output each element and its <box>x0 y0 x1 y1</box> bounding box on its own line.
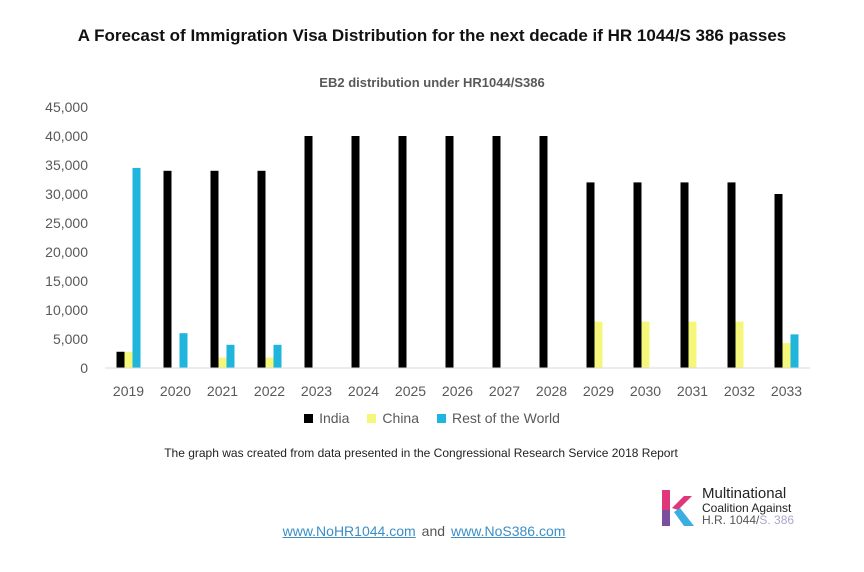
bar-china <box>124 351 133 368</box>
legend-label: China <box>382 410 420 426</box>
legend-swatch <box>367 413 377 423</box>
bar-china <box>735 321 744 368</box>
bar-rest-of-the-world <box>132 167 141 368</box>
x-tick-label: 2020 <box>160 383 191 399</box>
y-tick-label: 20,000 <box>45 244 88 260</box>
bar-india <box>304 136 313 368</box>
bar-rest-of-the-world <box>790 334 799 368</box>
logo-line3-a: H.R. 1044/ <box>702 513 760 528</box>
bar-india <box>492 136 501 368</box>
bar-china <box>688 321 697 368</box>
bar-china <box>641 321 650 368</box>
x-tick-label: 2032 <box>724 383 755 399</box>
bar-india <box>398 136 407 368</box>
legend-label: Rest of the World <box>452 410 560 426</box>
x-tick-label: 2028 <box>536 383 567 399</box>
y-tick-label: 10,000 <box>45 302 88 318</box>
y-tick-label: 40,000 <box>45 128 88 144</box>
bar-rest-of-the-world <box>179 333 188 368</box>
bar-india <box>539 136 548 368</box>
x-tick-label: 2025 <box>395 383 426 399</box>
legend-label: India <box>319 410 350 426</box>
bar-rest-of-the-world <box>226 344 235 368</box>
x-tick-label: 2030 <box>630 383 661 399</box>
x-tick-label: 2024 <box>348 383 379 399</box>
page-title: A Forecast of Immigration Visa Distribut… <box>77 26 787 45</box>
bar-india <box>680 182 689 368</box>
bar-india <box>351 136 360 368</box>
x-tick-label: 2022 <box>254 383 285 399</box>
logo-line2: Coalition Against <box>702 500 792 515</box>
y-tick-label: 45,000 <box>45 99 88 115</box>
x-tick-label: 2033 <box>771 383 802 399</box>
y-tick-label: 5,000 <box>53 331 88 347</box>
logo-line3: H.R. 1044/S. 386 <box>702 514 794 527</box>
links-connector: and <box>421 523 446 539</box>
y-tick-label: 30,000 <box>45 186 88 202</box>
bar-rest-of-the-world <box>273 344 282 368</box>
bar-chart: 0 5,000 10,000 15,000 20,000 25,000 30,000 35,0… <box>45 99 810 399</box>
y-tick-label: 15,000 <box>45 273 88 289</box>
source-footnote: The graph was created from data presente… <box>164 446 678 460</box>
bar-china <box>594 321 603 368</box>
x-tick-label: 2021 <box>207 383 238 399</box>
chart-title: EB2 distribution under HR1044/S386 <box>319 75 545 90</box>
x-tick-label: 2027 <box>489 383 520 399</box>
website-links: www.NoHR1044.com and www.NoS386.com <box>0 523 848 539</box>
bar-india <box>774 194 783 368</box>
legend-swatch <box>304 413 314 423</box>
bar-china <box>782 343 791 368</box>
bar-india <box>257 170 266 368</box>
bar-india <box>116 351 125 368</box>
coalition-logo: Multinational Coalition Against H.R. 104… <box>660 486 860 536</box>
chart-legend: India China Rest of the World <box>0 410 864 426</box>
bar-india <box>163 170 172 368</box>
coalition-logo-icon <box>662 490 694 526</box>
x-tick-label: 2026 <box>442 383 473 399</box>
bar-india <box>727 182 736 368</box>
bar-india <box>445 136 454 368</box>
x-tick-label: 2031 <box>677 383 708 399</box>
nos386-link[interactable]: www.NoS386.com <box>451 523 566 539</box>
bar-china <box>265 357 274 368</box>
legend-swatch <box>437 413 447 423</box>
legend-item: India <box>304 410 349 426</box>
y-tick-label: 0 <box>80 360 88 376</box>
x-tick-label: 2023 <box>301 383 332 399</box>
bar-india <box>586 182 595 368</box>
x-tick-label: 2029 <box>583 383 614 399</box>
legend-item: Rest of the World <box>437 410 560 426</box>
bar-india <box>633 182 642 368</box>
x-tick-label: 2019 <box>113 383 144 399</box>
bar-india <box>210 170 219 368</box>
legend-item: China <box>367 410 419 426</box>
y-tick-label: 35,000 <box>45 157 88 173</box>
y-tick-label: 25,000 <box>45 215 88 231</box>
logo-line3-b: S. 386 <box>759 513 795 528</box>
logo-line1: Multinational <box>702 485 787 502</box>
nohr1044-link[interactable]: www.NoHR1044.com <box>282 523 416 539</box>
bar-china <box>218 357 227 368</box>
